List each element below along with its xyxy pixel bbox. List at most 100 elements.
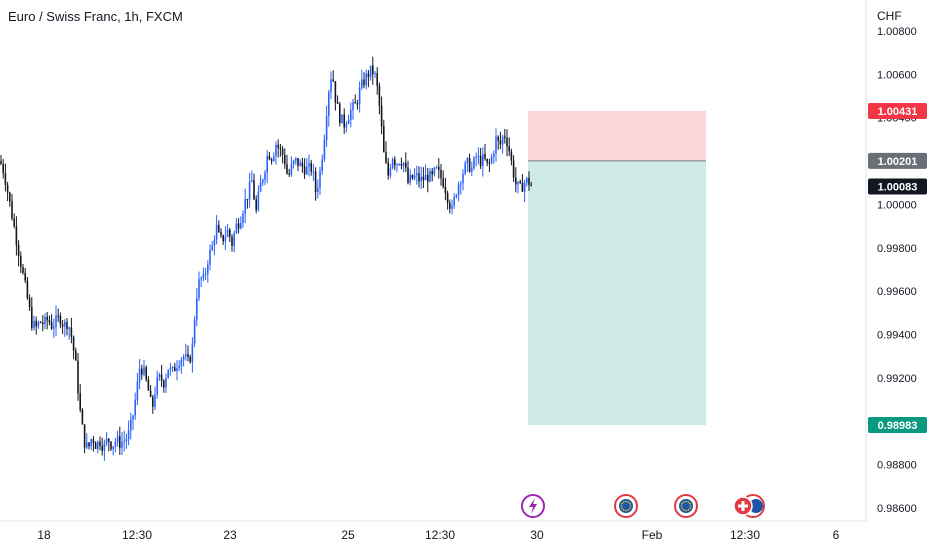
bearish-candle[interactable] bbox=[70, 327, 73, 337]
bearish-candle[interactable] bbox=[50, 322, 53, 329]
bullish-candle[interactable] bbox=[64, 321, 66, 327]
bullish-candle[interactable] bbox=[171, 367, 174, 369]
bearish-candle[interactable] bbox=[499, 140, 502, 145]
bearish-candle[interactable] bbox=[9, 192, 11, 202]
bullish-candle[interactable] bbox=[178, 365, 180, 369]
bullish-candle[interactable] bbox=[33, 320, 35, 329]
bullish-candle[interactable] bbox=[290, 163, 293, 175]
bullish-candle[interactable] bbox=[409, 175, 411, 183]
bullish-candle[interactable] bbox=[396, 164, 398, 166]
bearish-candle[interactable] bbox=[479, 155, 482, 166]
bearish-candle[interactable] bbox=[81, 409, 84, 425]
bearish-candle[interactable] bbox=[92, 439, 95, 443]
bullish-candle[interactable] bbox=[477, 155, 480, 157]
bullish-candle[interactable] bbox=[154, 394, 156, 407]
bearish-candle[interactable] bbox=[66, 321, 68, 330]
bullish-candle[interactable] bbox=[460, 183, 462, 185]
bearish-candle[interactable] bbox=[336, 102, 339, 104]
bearish-candle[interactable] bbox=[343, 114, 345, 128]
bearish-candle[interactable] bbox=[468, 158, 471, 172]
bullish-candle[interactable] bbox=[244, 198, 246, 214]
bearish-candle[interactable] bbox=[11, 201, 13, 219]
bearish-candle[interactable] bbox=[26, 280, 29, 299]
bullish-candle[interactable] bbox=[233, 233, 235, 246]
bullish-candle[interactable] bbox=[264, 172, 266, 180]
bearish-candle[interactable] bbox=[411, 175, 414, 179]
bearish-candle[interactable] bbox=[515, 177, 517, 185]
bullish-candle[interactable] bbox=[138, 368, 141, 382]
bullish-candle[interactable] bbox=[517, 181, 519, 185]
bullish-candle[interactable] bbox=[453, 196, 455, 206]
bullish-candle[interactable] bbox=[420, 176, 422, 182]
bullish-candle[interactable] bbox=[86, 442, 88, 448]
bearish-candle[interactable] bbox=[57, 315, 59, 317]
bullish-candle[interactable] bbox=[352, 102, 354, 111]
bullish-candle[interactable] bbox=[330, 79, 332, 93]
bearish-candle[interactable] bbox=[94, 442, 97, 449]
bearish-candle[interactable] bbox=[61, 324, 64, 327]
bullish-candle[interactable] bbox=[389, 167, 392, 176]
bearish-candle[interactable] bbox=[4, 173, 7, 186]
bullish-candle[interactable] bbox=[259, 182, 262, 192]
bullish-candle[interactable] bbox=[433, 167, 436, 175]
bullish-candle[interactable] bbox=[167, 369, 169, 378]
bullish-candle[interactable] bbox=[132, 415, 134, 420]
bullish-candle[interactable] bbox=[127, 430, 130, 440]
bearish-candle[interactable] bbox=[486, 158, 488, 163]
bullish-candle[interactable] bbox=[213, 239, 216, 246]
bearish-candle[interactable] bbox=[418, 173, 420, 182]
bearish-candle[interactable] bbox=[405, 162, 407, 168]
bullish-candle[interactable] bbox=[121, 441, 123, 448]
bearish-candle[interactable] bbox=[510, 151, 513, 161]
bearish-candle[interactable] bbox=[376, 73, 378, 86]
bullish-candle[interactable] bbox=[451, 205, 453, 209]
bearish-candle[interactable] bbox=[446, 192, 449, 203]
bearish-candle[interactable] bbox=[231, 236, 233, 246]
bullish-candle[interactable] bbox=[37, 322, 40, 327]
bullish-candle[interactable] bbox=[182, 356, 185, 360]
bearish-candle[interactable] bbox=[145, 367, 147, 380]
bullish-candle[interactable] bbox=[462, 173, 464, 184]
bullish-candle[interactable] bbox=[273, 155, 275, 161]
bullish-candle[interactable] bbox=[482, 153, 484, 166]
bullish-candle[interactable] bbox=[398, 163, 400, 165]
bearish-candle[interactable] bbox=[354, 102, 356, 104]
bearish-candle[interactable] bbox=[42, 322, 44, 325]
bearish-candle[interactable] bbox=[332, 79, 334, 82]
bearish-candle[interactable] bbox=[442, 178, 444, 187]
bearish-candle[interactable] bbox=[363, 79, 365, 86]
bearish-candle[interactable] bbox=[372, 65, 374, 75]
bearish-candle[interactable] bbox=[174, 367, 176, 372]
bearish-candle[interactable] bbox=[279, 147, 282, 149]
bearish-candle[interactable] bbox=[83, 424, 86, 448]
bearish-candle[interactable] bbox=[15, 226, 18, 245]
bearish-candle[interactable] bbox=[521, 182, 524, 192]
bearish-candle[interactable] bbox=[449, 202, 451, 209]
bearish-candle[interactable] bbox=[163, 380, 165, 388]
bearish-candle[interactable] bbox=[268, 155, 271, 160]
bearish-candle[interactable] bbox=[284, 154, 286, 165]
bullish-candle[interactable] bbox=[317, 188, 319, 193]
bearish-candle[interactable] bbox=[108, 438, 110, 442]
bearish-candle[interactable] bbox=[378, 85, 381, 106]
bullish-candle[interactable] bbox=[169, 367, 172, 370]
bearish-candle[interactable] bbox=[17, 244, 20, 257]
bullish-candle[interactable] bbox=[325, 116, 328, 141]
bearish-candle[interactable] bbox=[222, 235, 224, 242]
bullish-candle[interactable] bbox=[369, 65, 372, 78]
bearish-candle[interactable] bbox=[229, 229, 231, 237]
bullish-candle[interactable] bbox=[165, 377, 167, 388]
bullish-candle[interactable] bbox=[211, 245, 213, 251]
bearish-candle[interactable] bbox=[0, 161, 2, 164]
bearish-candle[interactable] bbox=[497, 136, 499, 141]
bearish-candle[interactable] bbox=[303, 166, 306, 175]
bullish-candle[interactable] bbox=[490, 156, 493, 163]
bullish-candle[interactable] bbox=[464, 162, 466, 174]
bullish-candle[interactable] bbox=[402, 162, 405, 166]
bullish-candle[interactable] bbox=[251, 180, 253, 182]
bullish-candle[interactable] bbox=[266, 155, 268, 173]
bearish-candle[interactable] bbox=[218, 225, 220, 233]
bearish-candle[interactable] bbox=[301, 162, 304, 167]
